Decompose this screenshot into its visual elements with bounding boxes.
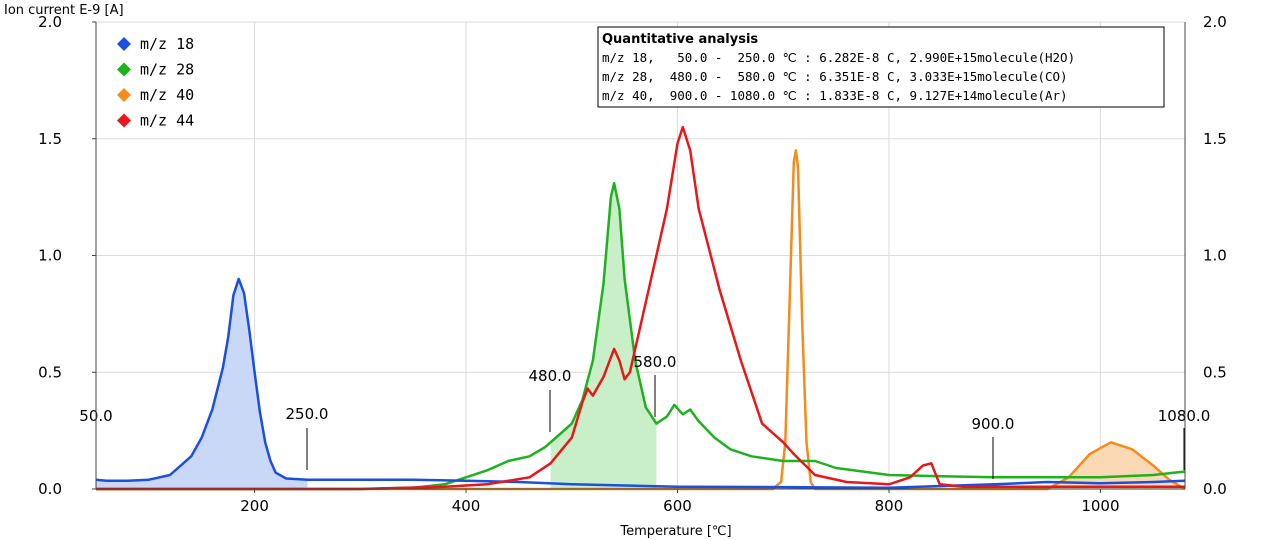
range-marker-label: 480.0 xyxy=(529,367,572,385)
quantitative-analysis-title: Quantitative analysis xyxy=(602,32,758,47)
series-line-m-z-44 xyxy=(96,125,1185,491)
y-tick-label-left: 1.5 xyxy=(38,130,62,148)
legend-swatch-diamond xyxy=(117,62,131,77)
legend-label: m/z 40 xyxy=(140,86,194,104)
quantitative-analysis-row: m/z 40, 900.0 - 1080.0 ℃ : 1.833E-8 C, 9… xyxy=(602,88,1068,103)
legend-swatch-diamond xyxy=(117,113,131,128)
x-tick-label: 600 xyxy=(663,497,692,515)
y-tick-label-right: 0.5 xyxy=(1203,363,1227,381)
integration-area-m-z-18 xyxy=(96,278,308,489)
axis-ticks: 0.0 0.0 0.5 0.5 1.0 1.0 1.5 1.5 2.0 2.0 200 400 600 8… xyxy=(38,13,1227,515)
y-tick-label-left: 0.5 xyxy=(38,363,62,381)
series-line-m-z-18 xyxy=(95,277,1186,490)
y-tick-label-right: 0.0 xyxy=(1203,480,1227,498)
quantitative-analysis-frame xyxy=(597,26,1165,108)
series-line-m-z-28 xyxy=(96,181,1186,491)
y-tick-label-right: 2.0 xyxy=(1203,13,1227,31)
y-tick-label-right: 1.0 xyxy=(1203,247,1227,265)
y-tick-label-left: 1.0 xyxy=(38,247,62,265)
x-tick-label: 1000 xyxy=(1081,497,1119,515)
series-lines xyxy=(95,125,1186,491)
quantitative-analysis-row: m/z 28, 480.0 - 580.0 ℃ : 6.351E-8 C, 3.… xyxy=(602,69,1068,84)
y-tick-label-left: 0.0 xyxy=(38,480,62,498)
legend-label: m/z 44 xyxy=(140,112,194,130)
x-tick-label: 800 xyxy=(875,497,904,515)
legend-swatch-diamond xyxy=(117,37,131,51)
range-marker-label: 250.0 xyxy=(286,405,329,423)
quantitative-analysis-box: Quantitative analysis m/z 18, 50.0 - 250… xyxy=(597,26,1165,108)
range-marker-label: 580.0 xyxy=(634,353,677,371)
legend-swatch-diamond xyxy=(117,88,131,102)
y-tick-label-left: 2.0 xyxy=(38,13,62,31)
legend: m/z 18 m/z 28 m/z 40 m/z 44 xyxy=(117,35,194,130)
x-axis-title: Temperature [℃] xyxy=(619,524,731,539)
legend-label: m/z 18 xyxy=(140,35,194,53)
range-marker-label: 1080.0 xyxy=(1158,407,1211,425)
range-marker-label: 900.0 xyxy=(972,415,1015,433)
x-tick-label: 200 xyxy=(240,497,269,515)
y-tick-label-right: 1.5 xyxy=(1203,130,1227,148)
y-axis-title: Ion current E-9 [A] xyxy=(4,3,124,18)
legend-label: m/z 28 xyxy=(140,61,194,79)
x-tick-label: 400 xyxy=(452,497,481,515)
quantitative-analysis-row: m/z 18, 50.0 - 250.0 ℃ : 6.282E-8 C, 2.9… xyxy=(602,50,1075,65)
